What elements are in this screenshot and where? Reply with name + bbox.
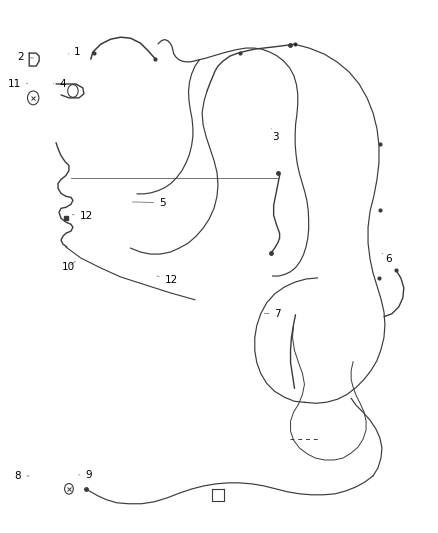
Text: 4: 4 xyxy=(53,78,66,88)
Text: 8: 8 xyxy=(14,471,29,481)
Text: 10: 10 xyxy=(62,261,75,271)
Text: 7: 7 xyxy=(265,309,281,319)
Text: 11: 11 xyxy=(8,78,28,88)
Text: 3: 3 xyxy=(271,128,279,142)
Text: 6: 6 xyxy=(382,253,392,263)
Text: 9: 9 xyxy=(79,470,92,480)
Text: 12: 12 xyxy=(72,211,93,221)
Text: 1: 1 xyxy=(68,47,81,56)
Text: 12: 12 xyxy=(157,274,178,285)
Text: 5: 5 xyxy=(133,198,166,208)
Text: 2: 2 xyxy=(18,52,33,62)
